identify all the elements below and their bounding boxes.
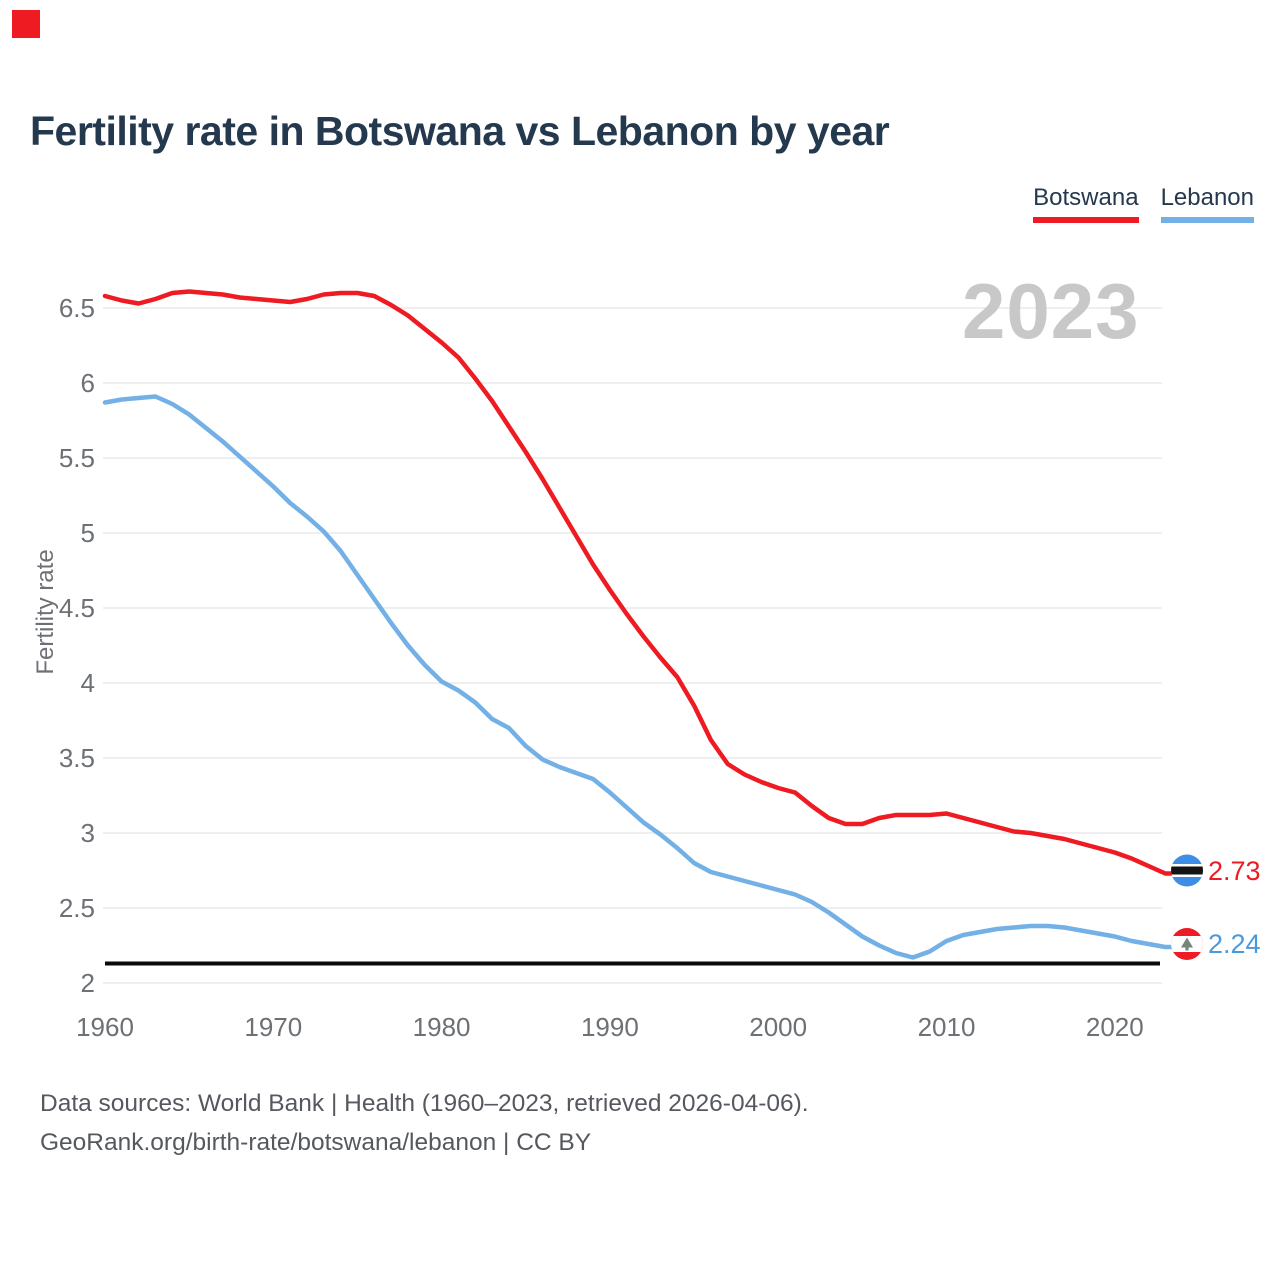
source-attribution: Data sources: World Bank | Health (1960–… — [40, 1084, 809, 1162]
y-tick-label: 3 — [80, 818, 95, 848]
y-tick-label: 6.5 — [58, 293, 95, 323]
series-line-botswana — [102, 289, 1177, 876]
lebanon-flag-icon — [1171, 928, 1203, 960]
botswana-flag-icon — [1171, 854, 1203, 887]
watermark-year: 2023 — [962, 267, 1140, 355]
y-tick-label: 4 — [80, 668, 95, 698]
georank-url-line[interactable]: GeoRank.org/birth-rate/botswana/lebanon … — [40, 1129, 592, 1156]
y-tick-label: 6 — [80, 368, 95, 398]
y-tick-label: 5 — [80, 518, 95, 548]
botswana-end-value: 2.73 — [1208, 855, 1261, 886]
series-lines — [102, 289, 1177, 960]
legend: Botswana Lebanon — [1033, 184, 1254, 223]
x-tick-label: 2010 — [917, 1012, 976, 1042]
chart-title: Fertility rate in Botswana vs Lebanon by… — [30, 108, 890, 154]
lebanon-end-value: 2.24 — [1208, 929, 1261, 959]
y-tick-label: 2.5 — [58, 893, 95, 923]
series-line-lebanon — [102, 394, 1177, 960]
y-tick-label: 2 — [80, 968, 95, 998]
y-tick-label: 5.5 — [58, 443, 95, 473]
x-tick-label: 2000 — [749, 1012, 808, 1042]
x-tick-label: 1970 — [244, 1012, 303, 1042]
x-tick-label: 1960 — [76, 1012, 134, 1042]
y-tick-label: 3.5 — [58, 743, 95, 773]
legend-item-lebanon[interactable]: Lebanon — [1160, 184, 1254, 223]
gridlines — [103, 307, 1162, 984]
data-sources-line: Data sources: World Bank | Health (1960–… — [40, 1090, 809, 1117]
x-tick-label: 1990 — [580, 1012, 639, 1042]
legend-item-botswana[interactable]: Botswana — [1033, 184, 1139, 223]
x-tick-label: 1980 — [412, 1012, 471, 1042]
site-logo[interactable] — [12, 10, 40, 38]
x-tick-label: 2020 — [1085, 1012, 1144, 1042]
y-tick-label: 4.5 — [58, 593, 95, 623]
